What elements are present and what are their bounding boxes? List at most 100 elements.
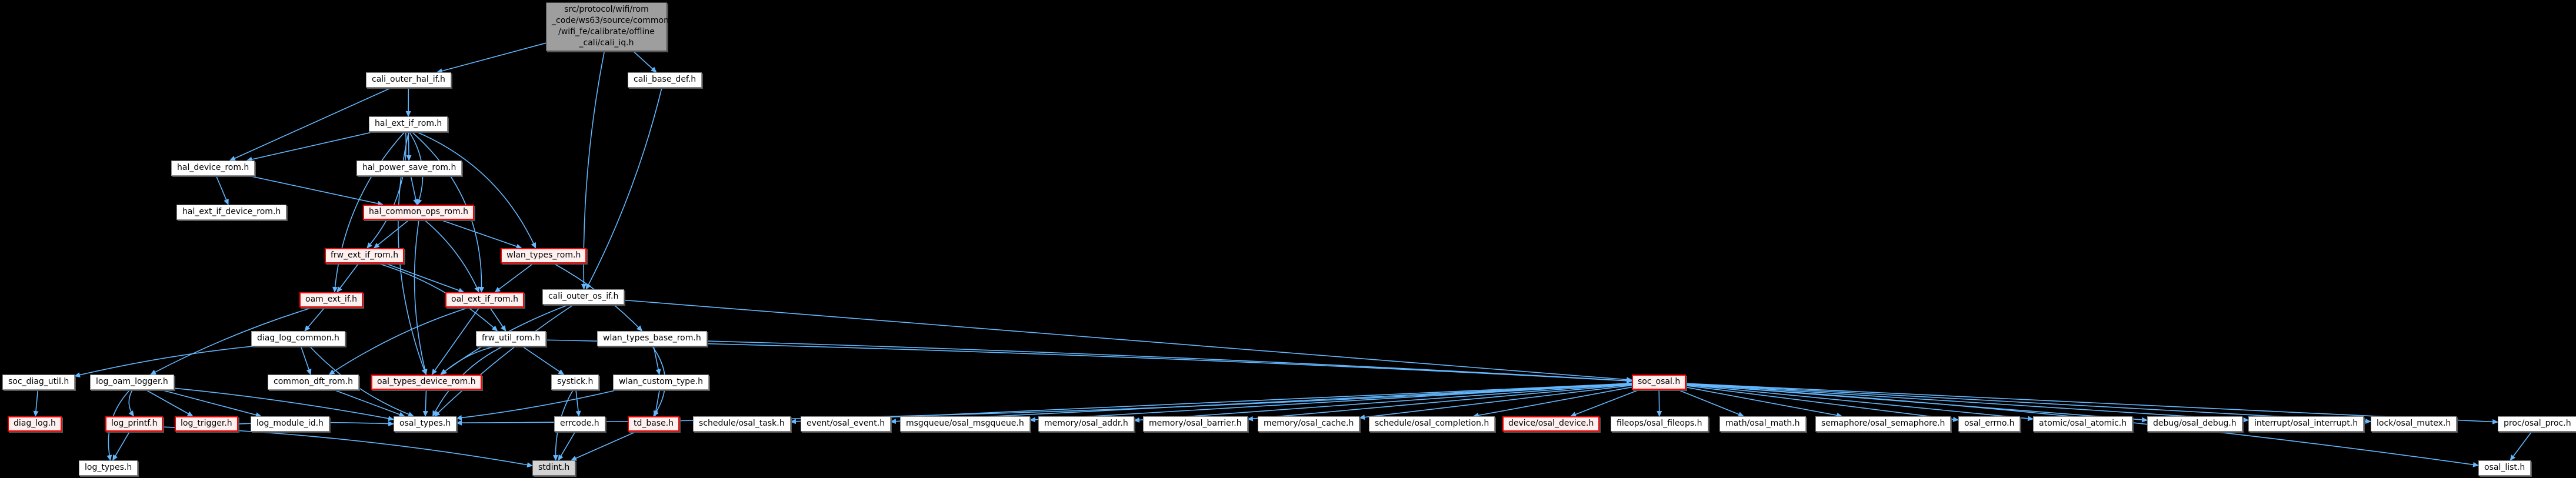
- edge-soc_osal-to-osal_barrier: [1247, 384, 1632, 422]
- edge-log_oam_logger-to-log_printf: [128, 389, 135, 417]
- graph-node-wlan_custom_type[interactable]: wlan_custom_type.h: [613, 375, 709, 390]
- graph-node-hal_power_save_rom[interactable]: hal_power_save_rom.h: [356, 161, 462, 176]
- edge-cali_outer_hal_if-to-hal_device_rom: [229, 87, 392, 161]
- edge-soc_osal-to-osal_semaphore: [1685, 386, 1843, 418]
- graph-node-diag_log_common[interactable]: diag_log_common.h: [251, 331, 345, 346]
- edge-hal_ext_if_rom-to-hal_device_rom: [246, 131, 375, 162]
- edge-cali_outer_os_if-to-osal_types: [434, 304, 574, 417]
- edge-osal_proc-to-osal_list: [2510, 431, 2532, 461]
- edge-cali_outer_os_if-to-soc_osal: [624, 299, 1632, 383]
- edge-log_printf-to-log_types: [112, 431, 131, 461]
- graph-node-log_oam_logger[interactable]: log_oam_logger.h: [90, 375, 174, 390]
- graph-node-hal_device_rom[interactable]: hal_device_rom.h: [171, 161, 255, 176]
- graph-node-cali_outer_os_if[interactable]: cali_outer_os_if.h: [542, 289, 625, 305]
- graph-node-frw_util_rom[interactable]: frw_util_rom.h: [476, 331, 546, 346]
- graph-node-errcode[interactable]: errcode.h: [554, 416, 605, 432]
- edge-soc_osal-to-osal_device: [1570, 389, 1639, 417]
- edge-cali_iq-to-cali_outer_hal_if: [436, 42, 546, 74]
- edge-soc_osal-to-osal_cache: [1359, 385, 1632, 420]
- edge-wlan_types_base_rom-to-wlan_custom_type: [653, 346, 661, 375]
- edge-log_oam_logger-to-log_trigger: [145, 389, 194, 417]
- edge-wlan_types_rom-to-oal_ext_if_rom: [494, 263, 534, 293]
- edge-soc_diag_util-to-diag_log: [33, 389, 39, 417]
- graph-node-oal_types_device_rom[interactable]: oal_types_device_rom.h: [371, 375, 482, 390]
- edge-log_oam_logger-to-log_module_id: [161, 389, 262, 418]
- edge-wlan_custom_type-to-td_base: [653, 389, 660, 417]
- graph-node-osal_proc[interactable]: proc/osal_proc.h: [2498, 416, 2576, 432]
- graph-node-cali_outer_hal_if[interactable]: cali_outer_hal_if.h: [366, 72, 451, 88]
- edge-common_dft_rom-to-osal_types: [334, 389, 405, 417]
- edge-wlan_custom_type-to-osal_types: [456, 389, 618, 420]
- graph-node-osal_list[interactable]: osal_list.h: [2478, 460, 2531, 476]
- edge-hal_common_ops_rom-to-frw_ext_if_rom: [373, 219, 409, 249]
- graph-node-osal_atomic[interactable]: atomic/osal_atomic.h: [2033, 416, 2133, 432]
- graph-node-osal_fileops[interactable]: fileops/osal_fileops.h: [1611, 416, 1708, 432]
- graph-node-osal_cache[interactable]: memory/osal_cache.h: [1258, 416, 1360, 432]
- graph-node-frw_ext_if_rom[interactable]: frw_ext_if_rom.h: [325, 248, 405, 263]
- graph-node-osal_msgqueue[interactable]: msgqueue/osal_msgqueue.h: [900, 416, 1030, 432]
- graph-node-hal_common_ops_rom[interactable]: hal_common_ops_rom.h: [363, 205, 475, 220]
- graph-node-wlan_types_rom[interactable]: wlan_types_rom.h: [501, 248, 587, 263]
- graph-node-osal_event[interactable]: event/osal_event.h: [801, 416, 891, 432]
- graph-node-cali_iq: src/protocol/wifi/rom _code/ws63/source/…: [546, 2, 669, 51]
- graph-node-log_types[interactable]: log_types.h: [79, 460, 138, 476]
- graph-node-log_module_id[interactable]: log_module_id.h: [251, 416, 329, 432]
- edge-soc_osal-to-osal_msgqueue: [1029, 383, 1632, 423]
- graph-node-common_dft_rom[interactable]: common_dft_rom.h: [268, 375, 359, 390]
- edge-hal_common_ops_rom-to-wlan_types_rom: [440, 219, 522, 249]
- graph-node-osal_interrupt[interactable]: interrupt/osal_interrupt.h: [2248, 416, 2364, 432]
- graph-node-osal_addr[interactable]: memory/osal_addr.h: [1038, 416, 1134, 432]
- graph-node-hal_ext_if_device_rom[interactable]: hal_ext_if_device_rom.h: [176, 205, 287, 220]
- edge-frw_util_rom-to-oal_types_device_rom: [441, 346, 496, 375]
- graph-node-systick[interactable]: systick.h: [551, 375, 599, 390]
- edge-wlan_types_base_rom-to-soc_osal: [707, 340, 1632, 383]
- edge-frw_ext_if_rom-to-oam_ext_if: [336, 263, 359, 293]
- graph-node-cali_base_def[interactable]: cali_base_def.h: [628, 72, 702, 88]
- edge-systick-to-errcode: [575, 389, 581, 417]
- edge-log_printf-to-stdint: [162, 426, 533, 468]
- edge-oal_ext_if_rom-to-frw_util_rom: [489, 307, 506, 332]
- graph-node-wlan_types_base_rom[interactable]: wlan_types_base_rom.h: [597, 331, 707, 346]
- graph-node-osal_task[interactable]: schedule/osal_task.h: [693, 416, 791, 432]
- edge-soc_osal-to-osal_math: [1678, 389, 1745, 417]
- graph-node-osal_mutex[interactable]: lock/osal_mutex.h: [2371, 416, 2457, 432]
- edge-oam_ext_if-to-diag_log_common: [304, 307, 325, 332]
- edge-soc_osal-to-osal_addr: [1134, 383, 1632, 423]
- edge-diag_log_common-to-common_dft_rom: [300, 346, 312, 375]
- graph-node-td_base[interactable]: td_base.h: [628, 416, 680, 432]
- edge-hal_ext_if_rom-to-oal_ext_if_rom: [411, 131, 485, 293]
- graph-node-osal_barrier[interactable]: memory/osal_barrier.h: [1143, 416, 1248, 432]
- graph-node-osal_completion[interactable]: schedule/osal_completion.h: [1369, 416, 1495, 432]
- graph-node-osal_device[interactable]: device/osal_device.h: [1502, 416, 1600, 432]
- edge-frw_ext_if_rom-to-oal_ext_if_rom: [385, 263, 465, 293]
- edge-soc_osal-to-osal_errno: [1685, 385, 1959, 422]
- graph-node-soc_osal[interactable]: soc_osal.h: [1632, 375, 1687, 390]
- edge-hal_ext_if_rom-to-oam_ext_if: [332, 131, 405, 293]
- edge-frw_ext_if_rom-to-frw_util_rom: [378, 263, 498, 332]
- graph-node-stdint[interactable]: stdint.h: [532, 460, 576, 476]
- edge-oal_ext_if_rom-to-common_dft_rom: [328, 307, 469, 375]
- graph-node-osal_debug[interactable]: debug/osal_debug.h: [2147, 416, 2242, 432]
- edge-soc_osal-to-osal_interrupt: [1685, 383, 2249, 423]
- graph-node-log_trigger[interactable]: log_trigger.h: [175, 416, 238, 432]
- edge-soc_osal-to-osal_event: [890, 383, 1632, 424]
- edge-hal_common_ops_rom-to-oal_types_device_rom: [414, 219, 428, 375]
- graph-node-osal_errno[interactable]: osal_errno.h: [1958, 416, 2021, 432]
- edge-td_base-to-stdint: [570, 431, 636, 461]
- graph-node-hal_ext_if_rom[interactable]: hal_ext_if_rom.h: [369, 116, 448, 132]
- graph-node-osal_semaphore[interactable]: semaphore/osal_semaphore.h: [1815, 416, 1951, 432]
- edge-soc_osal-to-osal_task: [790, 383, 1632, 424]
- edge-cali_iq-to-cali_base_def: [632, 51, 657, 73]
- graph-node-soc_diag_util[interactable]: soc_diag_util.h: [2, 375, 75, 390]
- graph-node-osal_types[interactable]: osal_types.h: [394, 416, 457, 432]
- graph-node-oam_ext_if[interactable]: oam_ext_if.h: [299, 292, 364, 307]
- graph-node-osal_math[interactable]: math/osal_math.h: [1719, 416, 1806, 432]
- graph-node-oal_ext_if_rom[interactable]: oal_ext_if_rom.h: [445, 292, 524, 307]
- graph-node-log_printf[interactable]: log_printf.h: [105, 416, 164, 432]
- edge-soc_osal-to-osal_mutex: [1685, 383, 2371, 424]
- graph-node-diag_log[interactable]: diag_log.h: [8, 416, 62, 432]
- edge-oal_ext_if_rom-to-oal_types_device_rom: [431, 307, 480, 375]
- edge-hal_ext_if_rom-to-wlan_types_rom: [416, 131, 536, 249]
